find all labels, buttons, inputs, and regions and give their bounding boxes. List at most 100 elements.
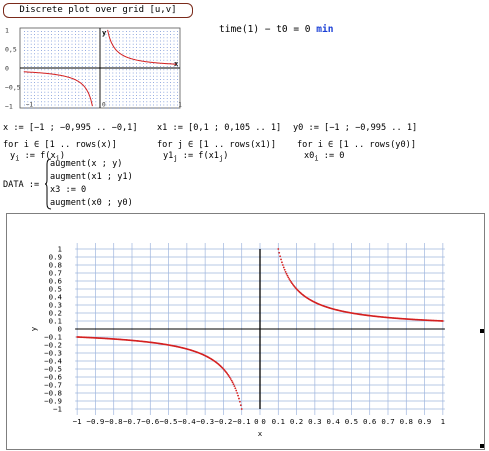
grid-dot	[136, 56, 137, 58]
grid-dot	[54, 72, 56, 74]
grid-dot	[136, 82, 137, 83]
grid-dot	[115, 104, 117, 106]
grid-dot	[68, 72, 69, 74]
grid-dot	[136, 79, 137, 80]
x-tick-label: −0.8	[105, 417, 123, 426]
grid-dot	[149, 72, 151, 74]
grid-dot	[139, 85, 141, 87]
grid-dot	[68, 47, 69, 48]
grid-dot	[132, 91, 134, 93]
grid-dot	[47, 75, 49, 77]
grid-dot	[136, 66, 137, 67]
grid-dot	[122, 95, 124, 96]
grid-dot	[153, 50, 154, 51]
grid-dot	[143, 101, 144, 103]
grid-dot	[81, 75, 83, 77]
grid-dot	[170, 53, 171, 55]
grid-dot	[160, 31, 161, 32]
data-point	[226, 372, 228, 375]
grid-dot	[177, 59, 178, 61]
grid-dot	[64, 98, 66, 99]
grid-dot	[170, 59, 171, 61]
grid-dot	[177, 75, 178, 77]
resize-handle-corner[interactable]	[480, 444, 484, 448]
grid-dot	[122, 107, 124, 109]
grid-dot	[61, 31, 63, 32]
grid-dot	[41, 63, 42, 64]
grid-dot	[30, 72, 32, 74]
grid-dot	[51, 95, 52, 96]
grid-dot	[41, 31, 42, 32]
grid-dot	[27, 37, 29, 39]
grid-dot	[105, 85, 107, 87]
resize-handle-right[interactable]	[480, 329, 484, 333]
grid-dot	[112, 101, 114, 103]
main-plot[interactable]: 10.90.80.70.60.50.40.30.20.10−0.1−0.2−0.…	[6, 213, 485, 449]
grid-dot	[132, 101, 134, 103]
grid-dot	[126, 82, 127, 83]
y-tick-label: −0.8	[44, 389, 62, 398]
grid-dot	[122, 40, 124, 42]
y-tick-label: 0.9	[49, 253, 62, 262]
grid-dot	[75, 43, 76, 45]
grid-dot	[129, 85, 131, 87]
grid-dot	[88, 63, 90, 64]
grid-dot	[143, 31, 144, 32]
grid-dot	[112, 43, 114, 45]
grid-dot	[64, 79, 66, 80]
grid-dot	[27, 47, 29, 48]
y-tick-label: 1	[58, 245, 62, 254]
grid-dot	[160, 72, 161, 74]
grid-dot	[105, 75, 107, 77]
grid-dot	[163, 75, 165, 77]
grid-dot	[92, 43, 93, 45]
grid-dot	[109, 75, 110, 77]
grid-dot	[122, 101, 124, 103]
grid-dot	[95, 91, 97, 93]
grid-dot	[64, 88, 66, 90]
grid-dot	[153, 56, 154, 58]
grid-dot	[129, 91, 131, 93]
small-y-tick: −1	[5, 103, 13, 111]
grid-dot	[122, 104, 124, 106]
loop-body-x1-lhs: y1	[163, 151, 174, 161]
plot-title-box[interactable]: Discrete plot over grid [u,v]	[3, 3, 193, 18]
grid-dot	[47, 59, 49, 61]
grid-dot	[92, 101, 93, 103]
grid-dot	[37, 95, 39, 96]
grid-dot	[153, 79, 154, 80]
plot-frame[interactable]	[6, 213, 485, 450]
grid-dot	[85, 63, 86, 64]
grid-dot	[37, 104, 39, 106]
grid-dot	[173, 72, 175, 74]
grid-dot	[143, 79, 144, 80]
grid-dot	[64, 50, 66, 51]
grid-dot	[95, 66, 97, 67]
grid-dot	[163, 82, 165, 83]
grid-dot	[78, 40, 80, 42]
grid-dot	[177, 107, 178, 109]
grid-dot	[58, 56, 59, 58]
grid-dot	[109, 91, 110, 93]
grid-dot	[58, 34, 59, 35]
grid-dot	[163, 85, 165, 87]
grid-dot	[85, 66, 86, 67]
grid-dot	[81, 69, 83, 71]
grid-dot	[30, 53, 32, 55]
grid-dot	[109, 66, 110, 67]
grid-dot	[105, 31, 107, 32]
grid-dot	[78, 72, 80, 74]
grid-dot	[112, 82, 114, 83]
data-point	[281, 261, 283, 264]
small-plot[interactable]: 1 0,5 0 −0,5 −1 −1 0 1 x y	[2, 16, 197, 112]
y-tick-label: 0.2	[49, 309, 62, 318]
grid-dot	[129, 66, 131, 67]
grid-dot	[71, 98, 73, 99]
grid-dot	[24, 66, 25, 67]
grid-dot	[146, 72, 148, 74]
grid-dot	[173, 37, 175, 39]
grid-dot	[47, 37, 49, 39]
grid-dot	[88, 79, 90, 80]
time-expression-text: time(1) − t0 = 0	[219, 24, 311, 35]
time-unit[interactable]: min	[316, 24, 334, 35]
